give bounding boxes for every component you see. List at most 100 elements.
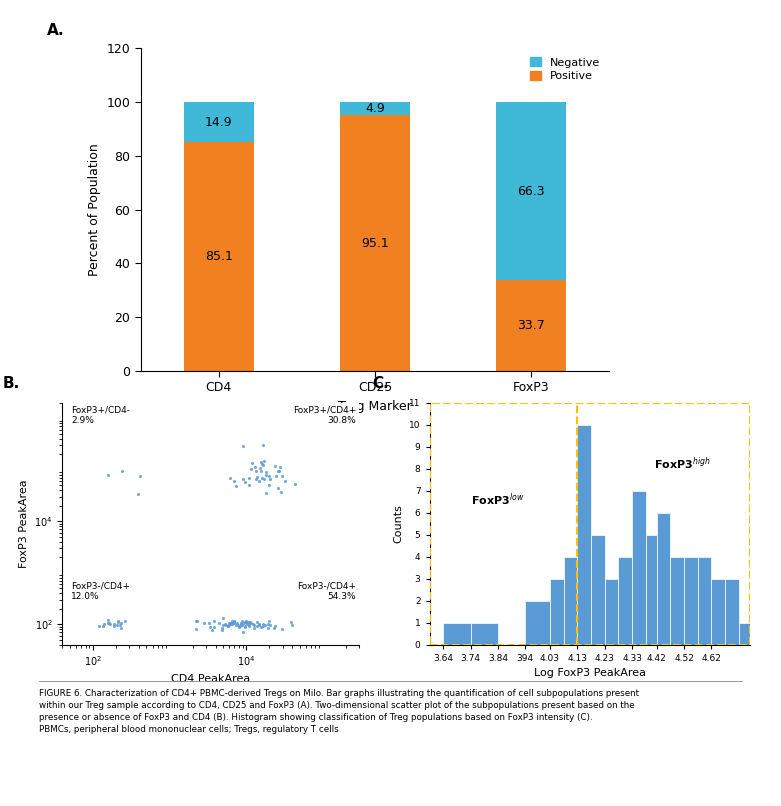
Point [242,478,255,491]
Point [249,464,262,477]
Point [276,470,288,483]
Point [251,619,263,632]
Point [271,465,284,478]
Point [251,615,263,628]
Point [116,465,128,478]
Bar [184,142,254,371]
Point [255,621,267,634]
Point [216,624,229,637]
Bar [697,557,711,645]
Text: FoxP3$^{high}$: FoxP3$^{high}$ [654,455,711,472]
Point [98,618,110,631]
Point [252,619,265,632]
Point [269,459,281,472]
X-axis label: CD4 PeakArea: CD4 PeakArea [171,674,251,683]
Point [208,621,220,634]
Text: FoxP3-/CD4+
12.0%: FoxP3-/CD4+ 12.0% [71,582,130,601]
Text: 4.9: 4.9 [365,102,385,115]
Point [112,615,124,628]
Text: 14.9: 14.9 [205,115,233,129]
X-axis label: Treg Marker: Treg Marker [338,400,412,413]
Point [212,617,225,629]
Point [239,475,251,488]
Point [243,617,255,630]
Bar [340,115,410,371]
Point [102,469,114,482]
Text: A.: A. [47,23,65,39]
Bar [591,535,604,645]
Point [189,615,201,628]
Point [239,620,251,633]
Point [115,621,127,634]
Point [240,615,252,628]
Point [102,613,114,626]
Point [258,472,270,485]
Point [119,615,131,628]
Point [228,615,241,628]
Point [108,617,120,630]
Point [239,621,251,634]
Point [241,616,254,629]
Point [259,487,272,500]
Text: FIGURE 6. Characterization of CD4+ PBMC-derived Tregs on Milo. Bar graphs illust: FIGURE 6. Characterization of CD4+ PBMC-… [39,689,639,733]
Point [102,617,114,629]
Point [224,617,237,629]
Bar [444,623,471,645]
Point [234,617,247,630]
Bar [550,579,564,645]
Bar [184,102,254,142]
Point [222,620,234,633]
Point [262,470,275,483]
Point [253,618,266,631]
Point [226,617,238,630]
Y-axis label: FoxP3 PeakArea: FoxP3 PeakArea [19,480,29,568]
Point [248,619,260,632]
Point [102,617,115,629]
Bar [471,623,498,645]
Point [132,488,144,501]
Text: C.: C. [372,376,389,392]
Point [243,620,255,633]
Bar [496,280,566,371]
Point [226,617,238,629]
Point [206,623,219,636]
Point [216,621,228,634]
Bar [564,557,577,645]
Bar [739,623,753,645]
Point [233,620,245,633]
Point [198,617,210,629]
Point [262,618,274,631]
Bar [711,579,725,645]
Point [249,473,262,486]
Bar [725,579,739,645]
Bar [340,102,410,115]
Point [223,618,235,631]
Point [262,622,274,635]
Text: FoxP3+/CD4-
2.9%: FoxP3+/CD4- 2.9% [71,405,130,425]
Point [244,616,256,629]
Point [243,471,255,484]
Point [260,469,273,482]
Point [255,472,268,484]
Point [269,619,281,632]
Point [222,620,234,633]
Point [93,619,105,632]
Point [253,475,266,488]
Bar [496,102,566,280]
Point [231,616,244,629]
Point [237,439,249,452]
Point [248,461,261,474]
Point [226,614,239,627]
Point [230,618,242,631]
Bar [604,579,619,645]
Point [253,462,266,475]
Legend: Negative, Positive: Negative, Positive [526,54,604,85]
Point [203,617,216,629]
Y-axis label: Counts: Counts [394,505,404,543]
Point [217,619,230,632]
Bar [619,557,632,645]
Point [113,618,126,631]
Text: FoxP3$^{low}$: FoxP3$^{low}$ [471,492,525,508]
Point [267,622,280,635]
Text: FoxP3+/CD4+
30.8%: FoxP3+/CD4+ 30.8% [293,405,356,425]
